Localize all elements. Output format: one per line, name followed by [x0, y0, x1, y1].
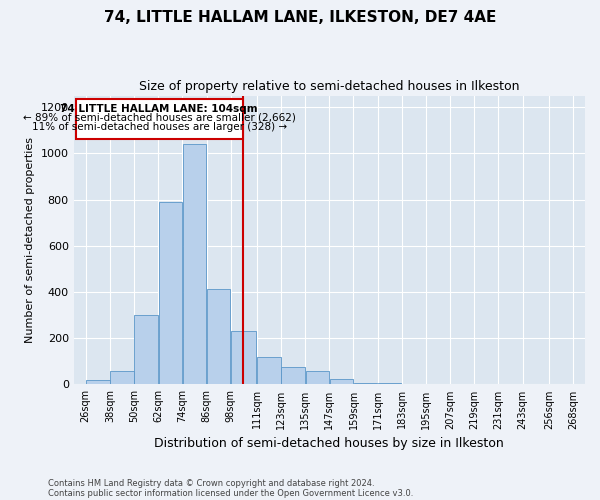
Text: 74 LITTLE HALLAM LANE: 104sqm: 74 LITTLE HALLAM LANE: 104sqm [61, 104, 258, 114]
Text: ← 89% of semi-detached houses are smaller (2,662): ← 89% of semi-detached houses are smalle… [23, 113, 296, 123]
Text: 11% of semi-detached houses are larger (328) →: 11% of semi-detached houses are larger (… [32, 122, 287, 132]
Bar [158, 202, 182, 384]
Bar [207, 288, 230, 384]
Text: 74, LITTLE HALLAM LANE, ILKESTON, DE7 4AE: 74, LITTLE HALLAM LANE, ILKESTON, DE7 4A… [104, 10, 496, 25]
Bar [86, 380, 110, 384]
Title: Size of property relative to semi-detached houses in Ilkeston: Size of property relative to semi-detach… [139, 80, 520, 93]
Bar [257, 356, 281, 384]
Bar [231, 332, 256, 384]
Text: Contains public sector information licensed under the Open Government Licence v3: Contains public sector information licen… [48, 488, 413, 498]
Bar [183, 144, 206, 384]
Text: Contains HM Land Registry data © Crown copyright and database right 2024.: Contains HM Land Registry data © Crown c… [48, 478, 374, 488]
Bar [329, 378, 353, 384]
Bar [134, 315, 158, 384]
Bar [110, 370, 134, 384]
FancyBboxPatch shape [76, 99, 243, 140]
Y-axis label: Number of semi-detached properties: Number of semi-detached properties [25, 137, 35, 343]
Bar [305, 371, 329, 384]
Bar [281, 367, 305, 384]
X-axis label: Distribution of semi-detached houses by size in Ilkeston: Distribution of semi-detached houses by … [154, 437, 504, 450]
Bar [354, 382, 377, 384]
